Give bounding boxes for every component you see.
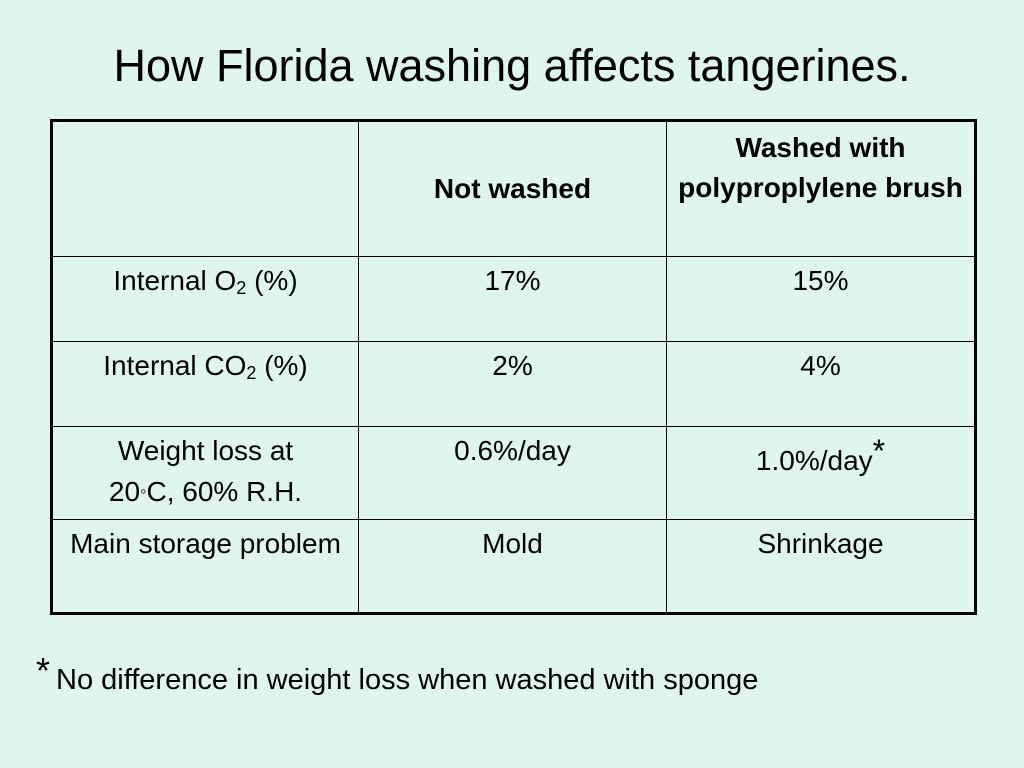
cell-storage-washed: Shrinkage [666,519,976,614]
label-temp: 20 [108,476,141,507]
slide-title: How Florida washing affects tangerines. [113,40,911,91]
label-unit: (%) [256,350,308,381]
row-label-internal-co2: Internal CO2 (%) [51,341,359,427]
footnote-text: No difference in weight loss when washed… [56,664,759,696]
row-label-weight-loss: Weight loss at 20◦C, 60% R.H. [51,426,359,520]
cell-o2-not-washed: 17% [358,256,667,342]
degree-symbol: ◦ [140,481,147,501]
label-subscript: 2 [236,278,247,298]
cell-weight-not-washed: 0.6%/day [358,426,667,520]
table-row: Internal CO2 (%) 2% 4% [51,341,976,427]
label-text: Internal O [113,265,237,296]
cell-co2-not-washed: 2% [358,341,667,427]
header-washed-brush: Washed with polyproplylene brush [666,120,976,257]
label-conditions: C, 60% R.H. [146,476,303,507]
cell-co2-washed: 4% [666,341,976,427]
header-not-washed: Not washed [358,120,667,257]
cell-value: 1.0%/day [755,445,873,476]
footnote-marker: * [36,650,51,691]
footnote: * No difference in weight loss when washe… [36,650,758,697]
label-text: Internal CO [103,350,247,381]
cell-weight-washed: 1.0%/day* [666,426,976,520]
label-line-1: Weight loss at [117,435,294,466]
label-subscript: 2 [246,363,257,383]
cell-storage-not-washed: Mold [358,519,667,614]
table-row: Weight loss at 20◦C, 60% R.H. 0.6%/day 1.… [51,426,976,520]
header-empty-cell [51,120,359,257]
row-label-internal-o2: Internal O2 (%) [51,256,359,342]
footnote-marker: * [872,433,886,469]
comparison-table: Not washed Washed with polyproplylene br… [50,119,977,615]
table-row: Main storage problem Mold Shrinkage [51,519,976,614]
table-row: Internal O2 (%) 17% 15% [51,256,976,342]
table-header-row: Not washed Washed with polyproplylene br… [51,120,976,257]
cell-o2-washed: 15% [666,256,976,342]
row-label-storage-problem: Main storage problem [51,519,359,614]
label-unit: (%) [246,265,298,296]
